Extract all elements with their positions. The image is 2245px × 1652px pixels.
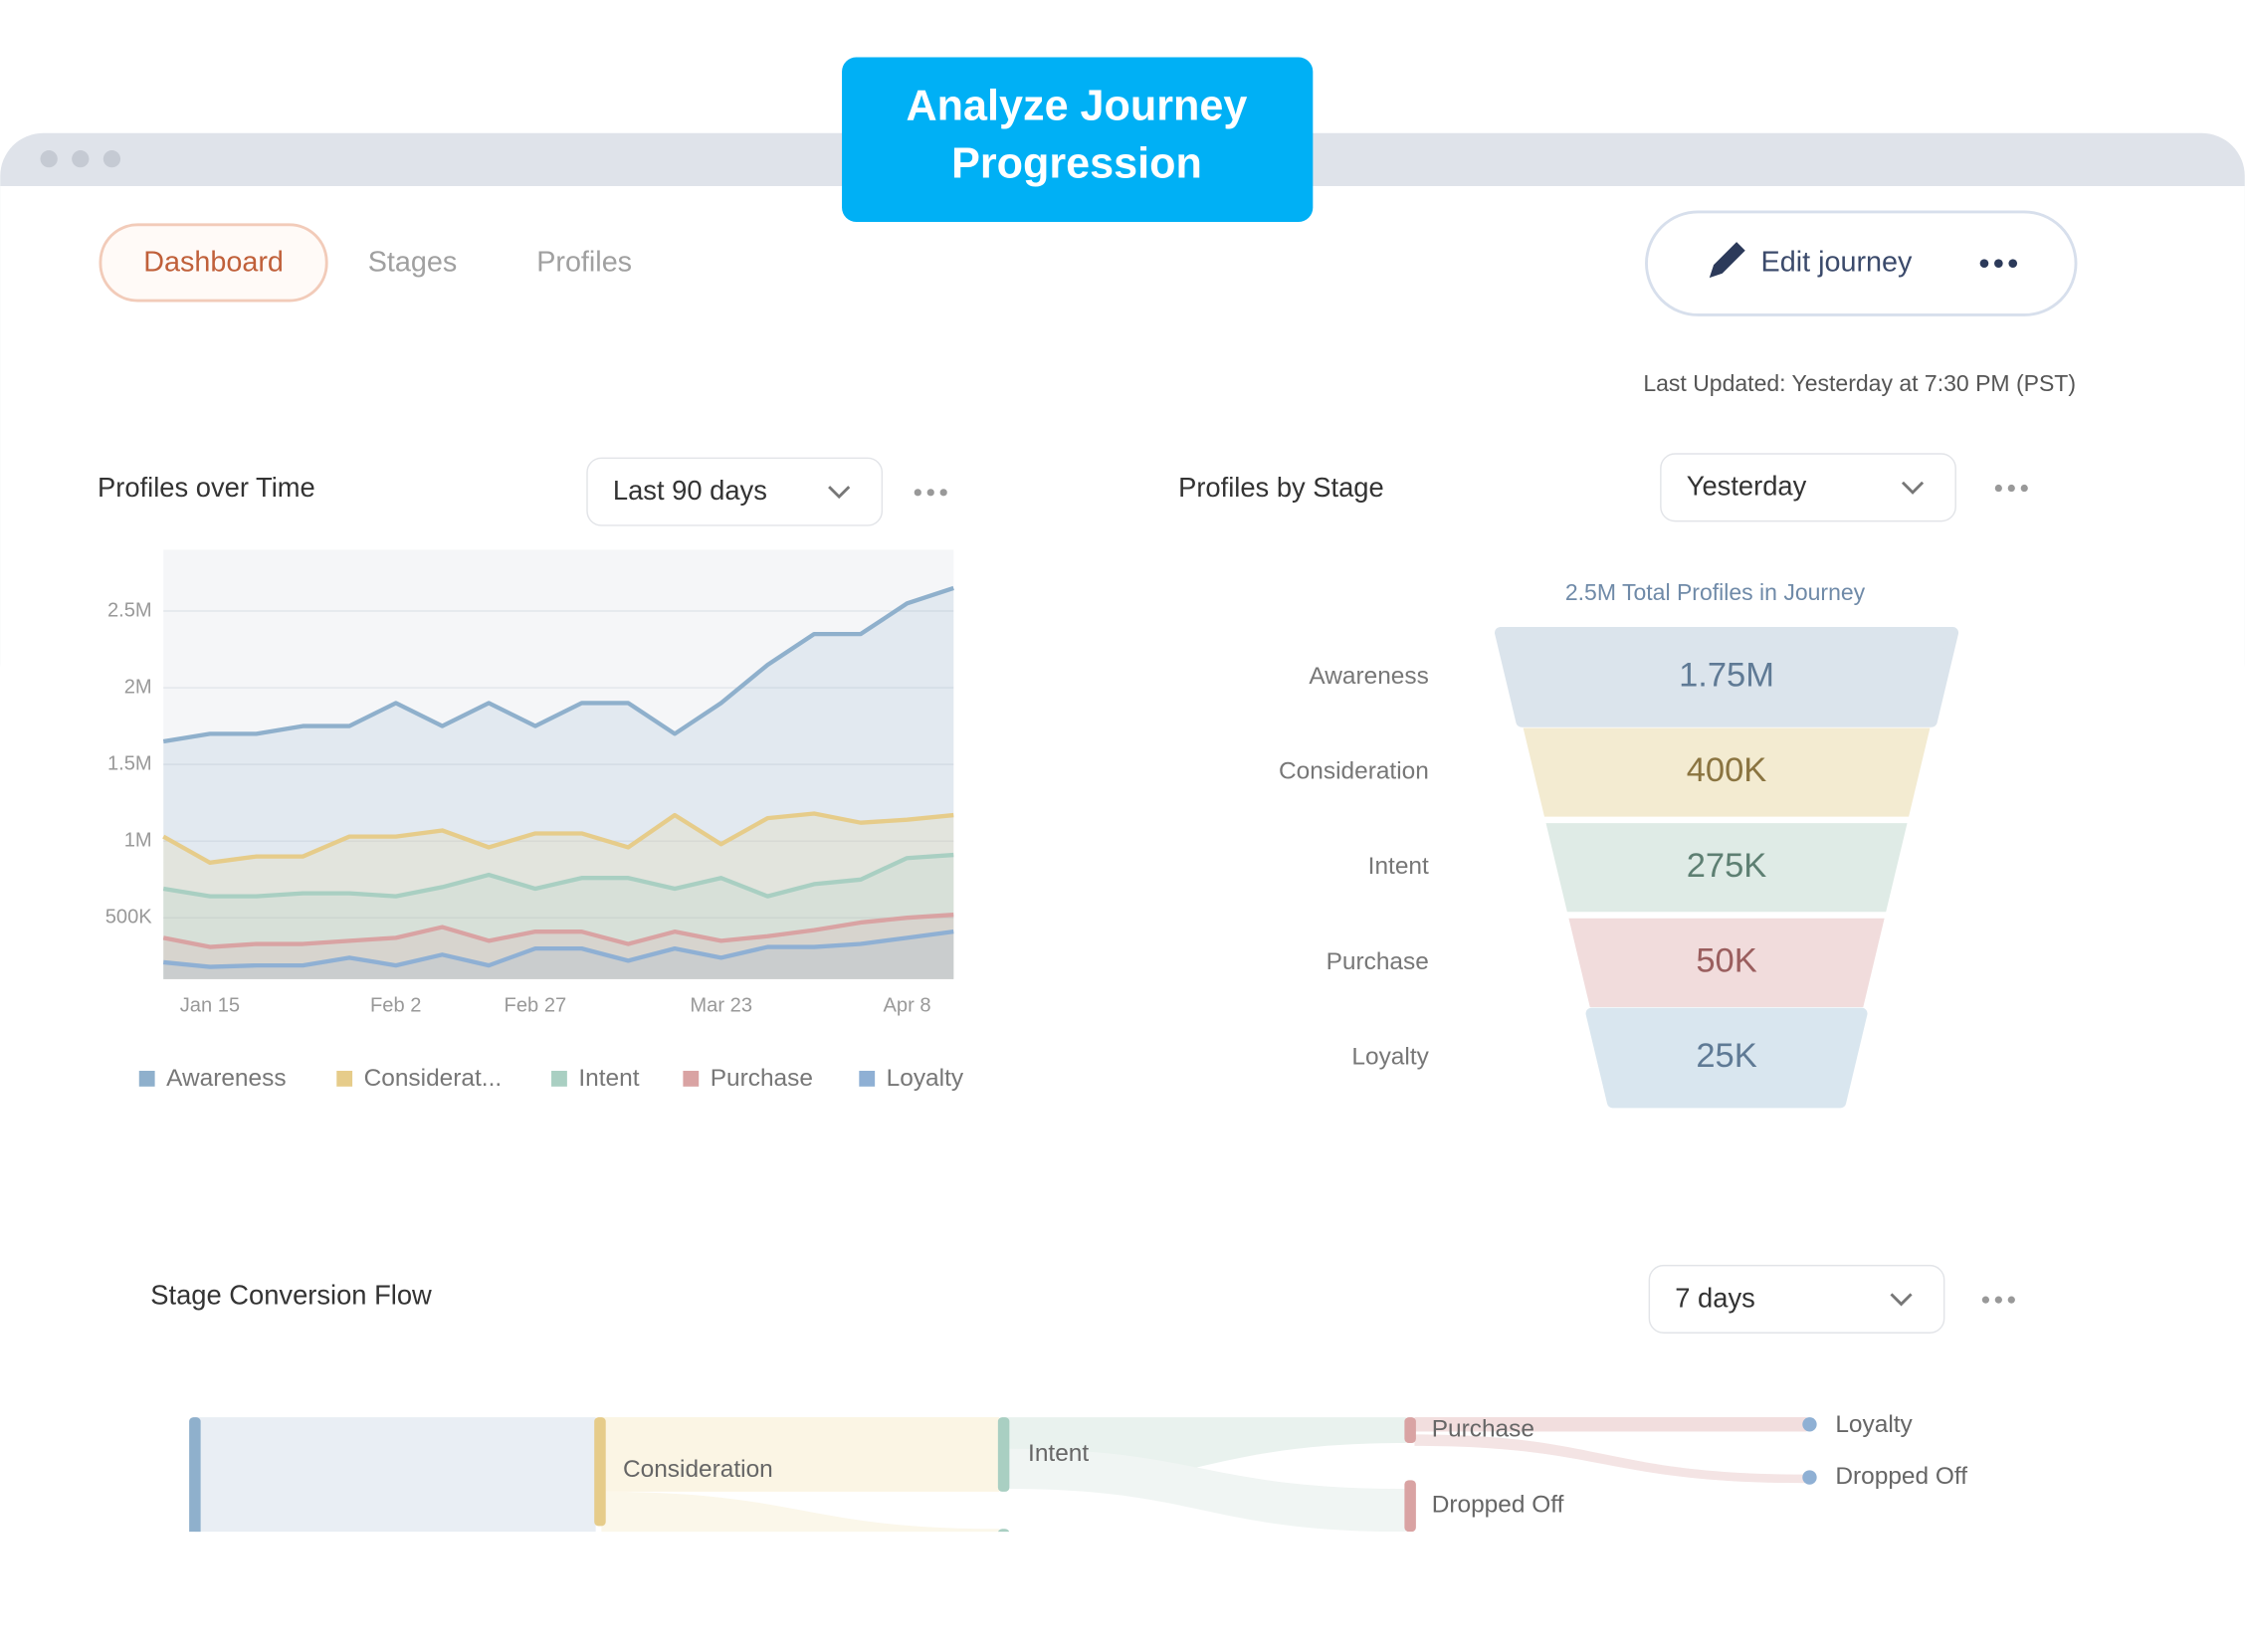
dropdown[interactable] [1660,453,1956,522]
series-area [163,931,954,979]
window-dot [40,150,58,168]
funnel-category: Loyalty [1351,1043,1429,1070]
panel-title: Stage Conversion Flow [150,1279,432,1310]
more-icon[interactable] [1994,484,2028,493]
flow-label: Dropped Off [1432,1492,1564,1519]
dropdown-label[interactable]: Last 90 days [613,475,767,506]
tab-active[interactable] [99,223,328,303]
flow-link [1414,1417,1807,1432]
flow-node [594,1417,606,1527]
dropdown[interactable] [1648,1264,1945,1334]
y-tick-label: 2.5M [107,599,152,621]
funnel-stage [1545,823,1908,913]
funnel-stage [1495,627,1959,727]
series-area [163,587,954,979]
last-updated: Last Updated: Yesterday at 7:30 PM (PST) [1643,370,2076,396]
funnel-value: 25K [1696,1037,1756,1075]
flow-node [1802,1417,1817,1432]
y-tick-label: 500K [105,907,153,929]
legend-label: Purchase [711,1065,813,1092]
edit-button-label[interactable]: Edit journey [1761,246,1913,278]
chevron [828,486,851,500]
dropdown-label[interactable]: Yesterday [1687,471,1807,502]
window-dot [102,150,121,168]
x-tick-label: Apr 8 [883,995,930,1017]
chevron [1901,481,1925,495]
flow-link [601,1491,1000,1533]
series-line [163,929,954,969]
series-line [162,811,954,865]
funnel-stage [1568,918,1885,1007]
panel-title: Profiles over Time [98,472,315,503]
funnel-value: 50K [1696,941,1756,979]
flow-label: Dropped Off [1835,1463,1967,1490]
x-tick-label: Jan 15 [180,995,240,1017]
x-tick-label: Feb 27 [505,995,567,1017]
y-tick-label: 1.5M [107,752,152,774]
legend-swatch [683,1070,700,1087]
series-line [162,585,954,744]
flow-link [1414,1434,1807,1484]
funnel-category: Purchase [1327,948,1429,975]
chevron [1890,1293,1913,1307]
flow-link [1005,1448,1406,1533]
dropdown[interactable] [586,457,884,526]
flow-node [1404,1480,1416,1533]
legend-label: Intent [578,1065,639,1092]
flow-link [194,1417,596,1533]
badge-text: Progression [951,139,1202,187]
more-icon[interactable] [1979,259,2018,268]
y-tick-label: 1M [124,830,152,852]
funnel-subtitle: 2.5M Total Profiles in Journey [1565,579,1866,605]
flow-label: Loyalty [1835,1411,1913,1438]
funnel-category: Intent [1368,853,1429,880]
legend-label: Loyalty [887,1065,964,1092]
flow-label: Consideration [623,1456,773,1483]
legend-swatch [551,1070,567,1087]
funnel-value: 275K [1687,847,1767,885]
more-icon[interactable] [1981,1296,2015,1304]
series-line [162,913,954,949]
y-tick-label: 2M [124,676,152,698]
x-tick-label: Mar 23 [690,995,752,1017]
tab[interactable]: Stages [368,246,458,278]
flow-label: Purchase [1432,1415,1534,1442]
badge [842,57,1314,222]
legend-swatch [336,1070,353,1087]
x-tick-label: Feb 2 [370,995,421,1017]
flow-node [1802,1470,1817,1485]
edit-button[interactable] [1645,210,2078,316]
funnel-stage [1585,1007,1868,1109]
tab[interactable]: Dashboard [143,246,284,278]
flow-label: Intent [1028,1440,1089,1467]
flow-diagram [189,1417,1817,1533]
legend-label: Awareness [166,1065,286,1092]
legend-label: Considerat... [364,1065,503,1092]
funnel-stage [1523,727,1931,817]
flow-node [189,1417,201,1533]
window-dot [72,150,90,168]
badge-text: Analyze Journey [907,83,1248,130]
funnel-category: Consideration [1279,758,1429,785]
legend-swatch [859,1070,876,1087]
flow-node [998,1529,1010,1533]
series-line [162,852,954,899]
tab[interactable]: Profiles [536,246,632,278]
pencil-icon [1709,242,1745,279]
funnel-value: 1.75M [1679,657,1774,695]
more-icon[interactable] [914,489,947,497]
flow-node [997,1417,1010,1492]
funnel-category: Awareness [1309,663,1428,690]
dropdown-label[interactable]: 7 days [1675,1282,1755,1313]
flow-node [1404,1417,1416,1443]
funnel-value: 400K [1687,751,1767,789]
panel-title: Profiles by Stage [1178,472,1384,503]
flow-link [601,1417,1000,1492]
legend-swatch [138,1070,155,1087]
